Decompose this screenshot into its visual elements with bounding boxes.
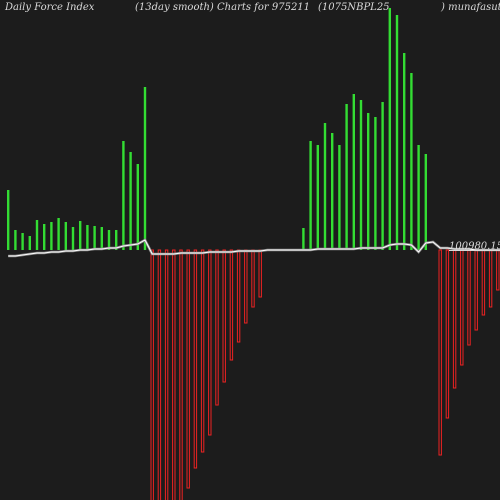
- force-bar: [258, 249, 262, 298]
- header-site: ) munafasutra.in: [441, 2, 500, 13]
- force-bar: [14, 230, 17, 250]
- force-bar: [43, 224, 46, 250]
- force-bar: [395, 15, 399, 250]
- force-bar: [244, 249, 248, 324]
- force-bar: [388, 8, 391, 250]
- force-bar: [107, 230, 111, 250]
- force-bar: [359, 100, 363, 250]
- force-bar: [222, 249, 226, 383]
- force-bar: [496, 249, 500, 291]
- force-bar: [381, 102, 384, 250]
- force-bar: [179, 249, 183, 500]
- force-bar: [345, 104, 348, 250]
- force-bar: [424, 154, 427, 250]
- force-bar: [417, 145, 420, 250]
- force-bar: [164, 249, 169, 500]
- force-bar: [136, 164, 139, 250]
- force-bar: [338, 145, 341, 250]
- force-bar: [488, 249, 493, 308]
- force-bar: [143, 87, 147, 250]
- force-bar: [215, 249, 219, 406]
- force-bar: [481, 249, 486, 316]
- force-bar: [467, 249, 471, 346]
- force-bar: [236, 249, 241, 343]
- force-bar: [172, 249, 176, 500]
- force-bar: [186, 249, 190, 489]
- force-bar: [403, 53, 406, 250]
- force-bar: [302, 228, 305, 250]
- force-bar: [323, 123, 327, 250]
- smooth-line: [8, 239, 500, 257]
- force-bar: [86, 225, 89, 250]
- force-bar: [122, 141, 125, 250]
- force-bar: [251, 249, 255, 308]
- force-bar: [367, 113, 370, 250]
- force-bar: [93, 226, 96, 250]
- force-bar: [445, 249, 450, 419]
- force-bar: [64, 222, 67, 250]
- force-bar: [79, 221, 82, 250]
- force-bar: [21, 233, 24, 250]
- force-bar: [115, 230, 118, 250]
- force-bar: [229, 249, 234, 361]
- force-bar: [150, 249, 154, 500]
- header-indicator-name: Daily Force Index: [5, 2, 95, 13]
- force-bar: [200, 249, 205, 453]
- force-bar: [460, 249, 464, 366]
- force-bar: [474, 249, 478, 331]
- force-bar: [331, 133, 334, 250]
- force-bar: [157, 249, 162, 500]
- header-chart-title: (13day smooth) Charts for 975211: [135, 2, 311, 13]
- force-bar: [410, 73, 413, 250]
- force-bar: [316, 145, 319, 250]
- force-bar: [374, 117, 377, 250]
- force-bar: [193, 249, 198, 469]
- force-bar: [208, 249, 212, 436]
- force-bar: [452, 249, 457, 389]
- force-bar: [35, 220, 39, 250]
- force-bar: [309, 141, 312, 250]
- force-bar: [28, 236, 31, 250]
- force-bar: [438, 249, 442, 456]
- force-bar: [129, 152, 132, 250]
- force-bar: [352, 94, 355, 250]
- force-bar: [100, 227, 103, 250]
- force-bar: [57, 218, 60, 250]
- header-symbol: (1075NBPL25: [318, 2, 390, 13]
- force-bar: [50, 222, 53, 250]
- force-bar: [7, 190, 10, 250]
- force-bar: [71, 227, 75, 250]
- last-value-label: 100980.15: [449, 241, 500, 252]
